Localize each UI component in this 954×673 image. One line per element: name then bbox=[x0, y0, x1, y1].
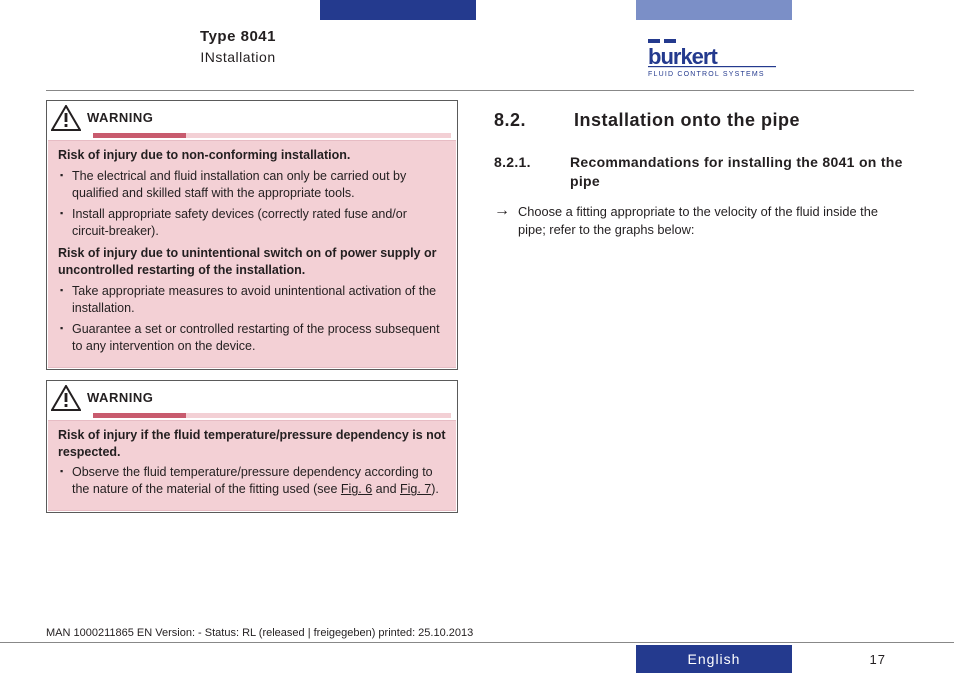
footer-meta: MAN 1000211865 EN Version: - Status: RL … bbox=[46, 627, 473, 639]
section-heading-2: 8.2. Installation onto the pipe bbox=[494, 110, 908, 131]
footer-rule bbox=[0, 642, 954, 643]
warning-bullet: Observe the fluid temperature/pressure d… bbox=[58, 464, 446, 498]
right-column: 8.2. Installation onto the pipe 8.2.1. R… bbox=[494, 100, 908, 239]
page-number: 17 bbox=[870, 652, 886, 667]
warning-bullet: The electrical and fluid installation ca… bbox=[58, 168, 446, 202]
section-heading-3: 8.2.1. Recommandations for installing th… bbox=[494, 153, 908, 191]
warning-body: Risk of injury if the fluid temperature/… bbox=[48, 420, 456, 512]
risk-heading: Risk of injury due to non-conforming ins… bbox=[58, 147, 446, 164]
section-name: INstallation bbox=[0, 49, 476, 65]
burkert-logo: burkert FLUID CONTROL SYSTEMS bbox=[648, 34, 776, 78]
warning-label: WARNING bbox=[87, 389, 153, 407]
warning-label: WARNING bbox=[87, 109, 153, 127]
heading-text: Recommandations for installing the 8041 … bbox=[570, 153, 908, 191]
warning-box: WARNING Risk of injury due to non-confor… bbox=[46, 100, 458, 370]
warning-header: WARNING bbox=[47, 101, 457, 133]
warning-rule bbox=[47, 413, 457, 418]
heading-text: Installation onto the pipe bbox=[574, 110, 800, 131]
warning-triangle-icon bbox=[51, 105, 81, 131]
warning-bullet: Guarantee a set or controlled restarting… bbox=[58, 321, 446, 355]
logo-brand-text: burkert bbox=[648, 44, 718, 69]
footer-language: English bbox=[636, 645, 792, 673]
tab-active bbox=[320, 0, 476, 20]
type-number: Type 8041 bbox=[0, 28, 476, 45]
warning-triangle-icon bbox=[51, 385, 81, 411]
warning-rule bbox=[47, 133, 457, 138]
warning-bullet: Install appropriate safety devices (corr… bbox=[58, 206, 446, 240]
risk-heading: Risk of injury if the fluid temperature/… bbox=[58, 427, 446, 461]
top-tabs bbox=[0, 0, 954, 20]
page-header: Type 8041 INstallation burkert FLUID CON… bbox=[0, 28, 954, 86]
header-rule bbox=[46, 90, 914, 91]
warning-body: Risk of injury due to non-conforming ins… bbox=[48, 140, 456, 368]
instruction-line: → Choose a fitting appropriate to the ve… bbox=[494, 203, 908, 239]
logo-tagline: FLUID CONTROL SYSTEMS bbox=[648, 71, 765, 78]
heading-number: 8.2. bbox=[494, 110, 546, 131]
risk-heading: Risk of injury due to unintentional swit… bbox=[58, 245, 446, 279]
tab-inactive bbox=[636, 0, 792, 20]
left-column: WARNING Risk of injury due to non-confor… bbox=[46, 100, 458, 523]
warning-box: WARNING Risk of injury if the fluid temp… bbox=[46, 380, 458, 514]
instruction-text: Choose a fitting appropriate to the velo… bbox=[518, 203, 908, 239]
heading-number: 8.2.1. bbox=[494, 154, 554, 170]
doc-title: Type 8041 INstallation bbox=[0, 28, 476, 65]
warning-bullet: Take appropriate measures to avoid unint… bbox=[58, 283, 446, 317]
arrow-icon: → bbox=[494, 203, 510, 239]
warning-header: WARNING bbox=[47, 381, 457, 413]
